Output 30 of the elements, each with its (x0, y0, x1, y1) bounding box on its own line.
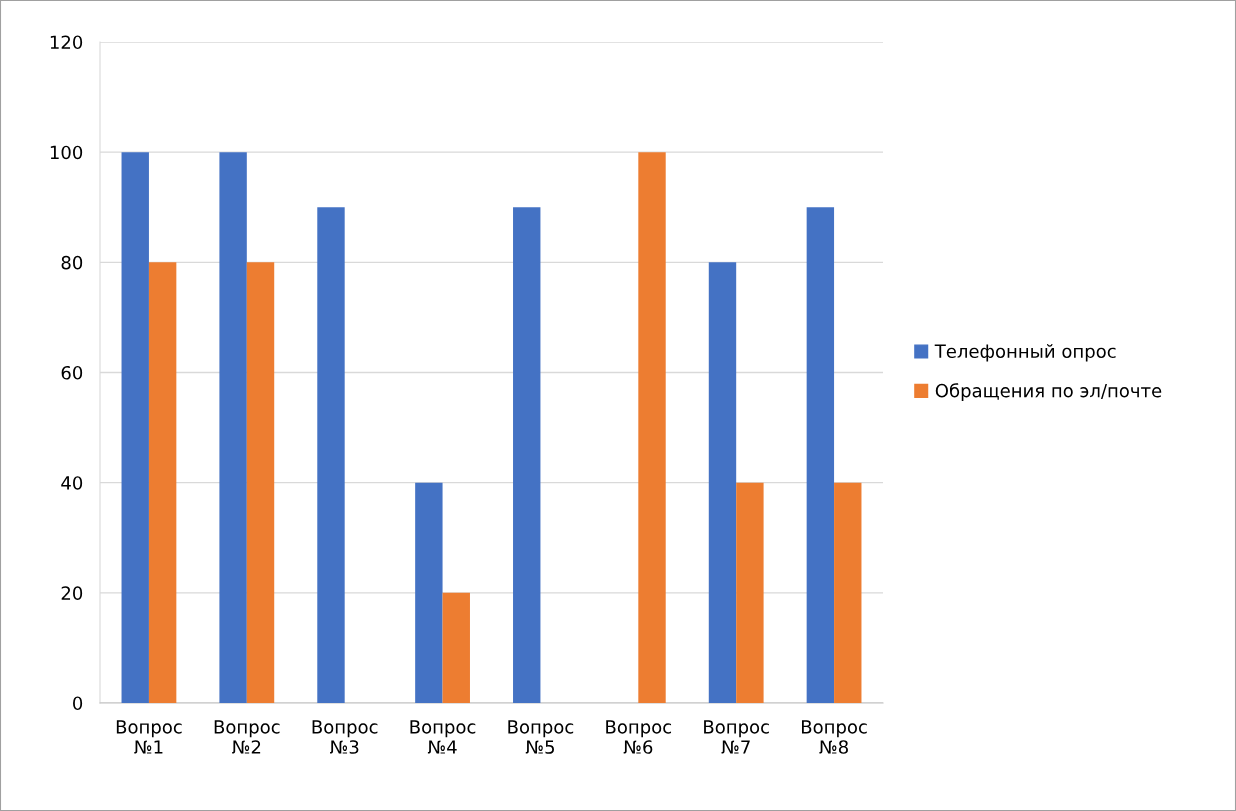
bar (121, 152, 149, 703)
x-tick-label: Вопрос №7 (704, 720, 769, 754)
x-tick-label: Вопрос №2 (214, 720, 280, 754)
bar (148, 262, 177, 703)
bar (246, 262, 275, 703)
y-tick-label: 0 (73, 696, 83, 711)
bar (415, 482, 443, 703)
bar (736, 482, 764, 703)
y-tick-label: 120 (50, 35, 83, 50)
bar (638, 152, 666, 703)
x-tick-label: Вопрос №4 (410, 720, 476, 754)
bar (513, 207, 541, 703)
bar (442, 592, 470, 703)
y-tick-label: 100 (50, 145, 83, 160)
x-tick-label: Вопрос №3 (312, 720, 378, 754)
legend-label: Обращения по эл/почте (935, 383, 1162, 401)
bar (806, 207, 835, 703)
bar (708, 262, 737, 703)
y-tick-label: 60 (61, 365, 83, 380)
x-tick-label: Вопрос №5 (508, 720, 574, 754)
bar (219, 152, 247, 703)
bar (834, 482, 862, 703)
x-tick-label: Вопрос №8 (802, 720, 867, 754)
y-tick-label: 20 (61, 586, 83, 600)
legend-label: Телефонный опрос (934, 344, 1116, 362)
y-tick-label: 80 (61, 255, 83, 270)
bar (317, 207, 345, 703)
x-tick-label: Вопрос №6 (606, 720, 672, 754)
x-tick-label: Вопрос №1 (116, 720, 182, 754)
y-tick-label: 40 (61, 476, 83, 490)
